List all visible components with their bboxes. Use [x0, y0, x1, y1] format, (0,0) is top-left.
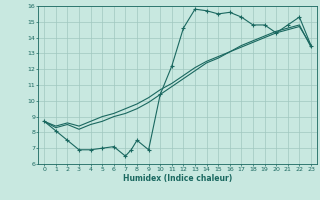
X-axis label: Humidex (Indice chaleur): Humidex (Indice chaleur) [123, 174, 232, 183]
